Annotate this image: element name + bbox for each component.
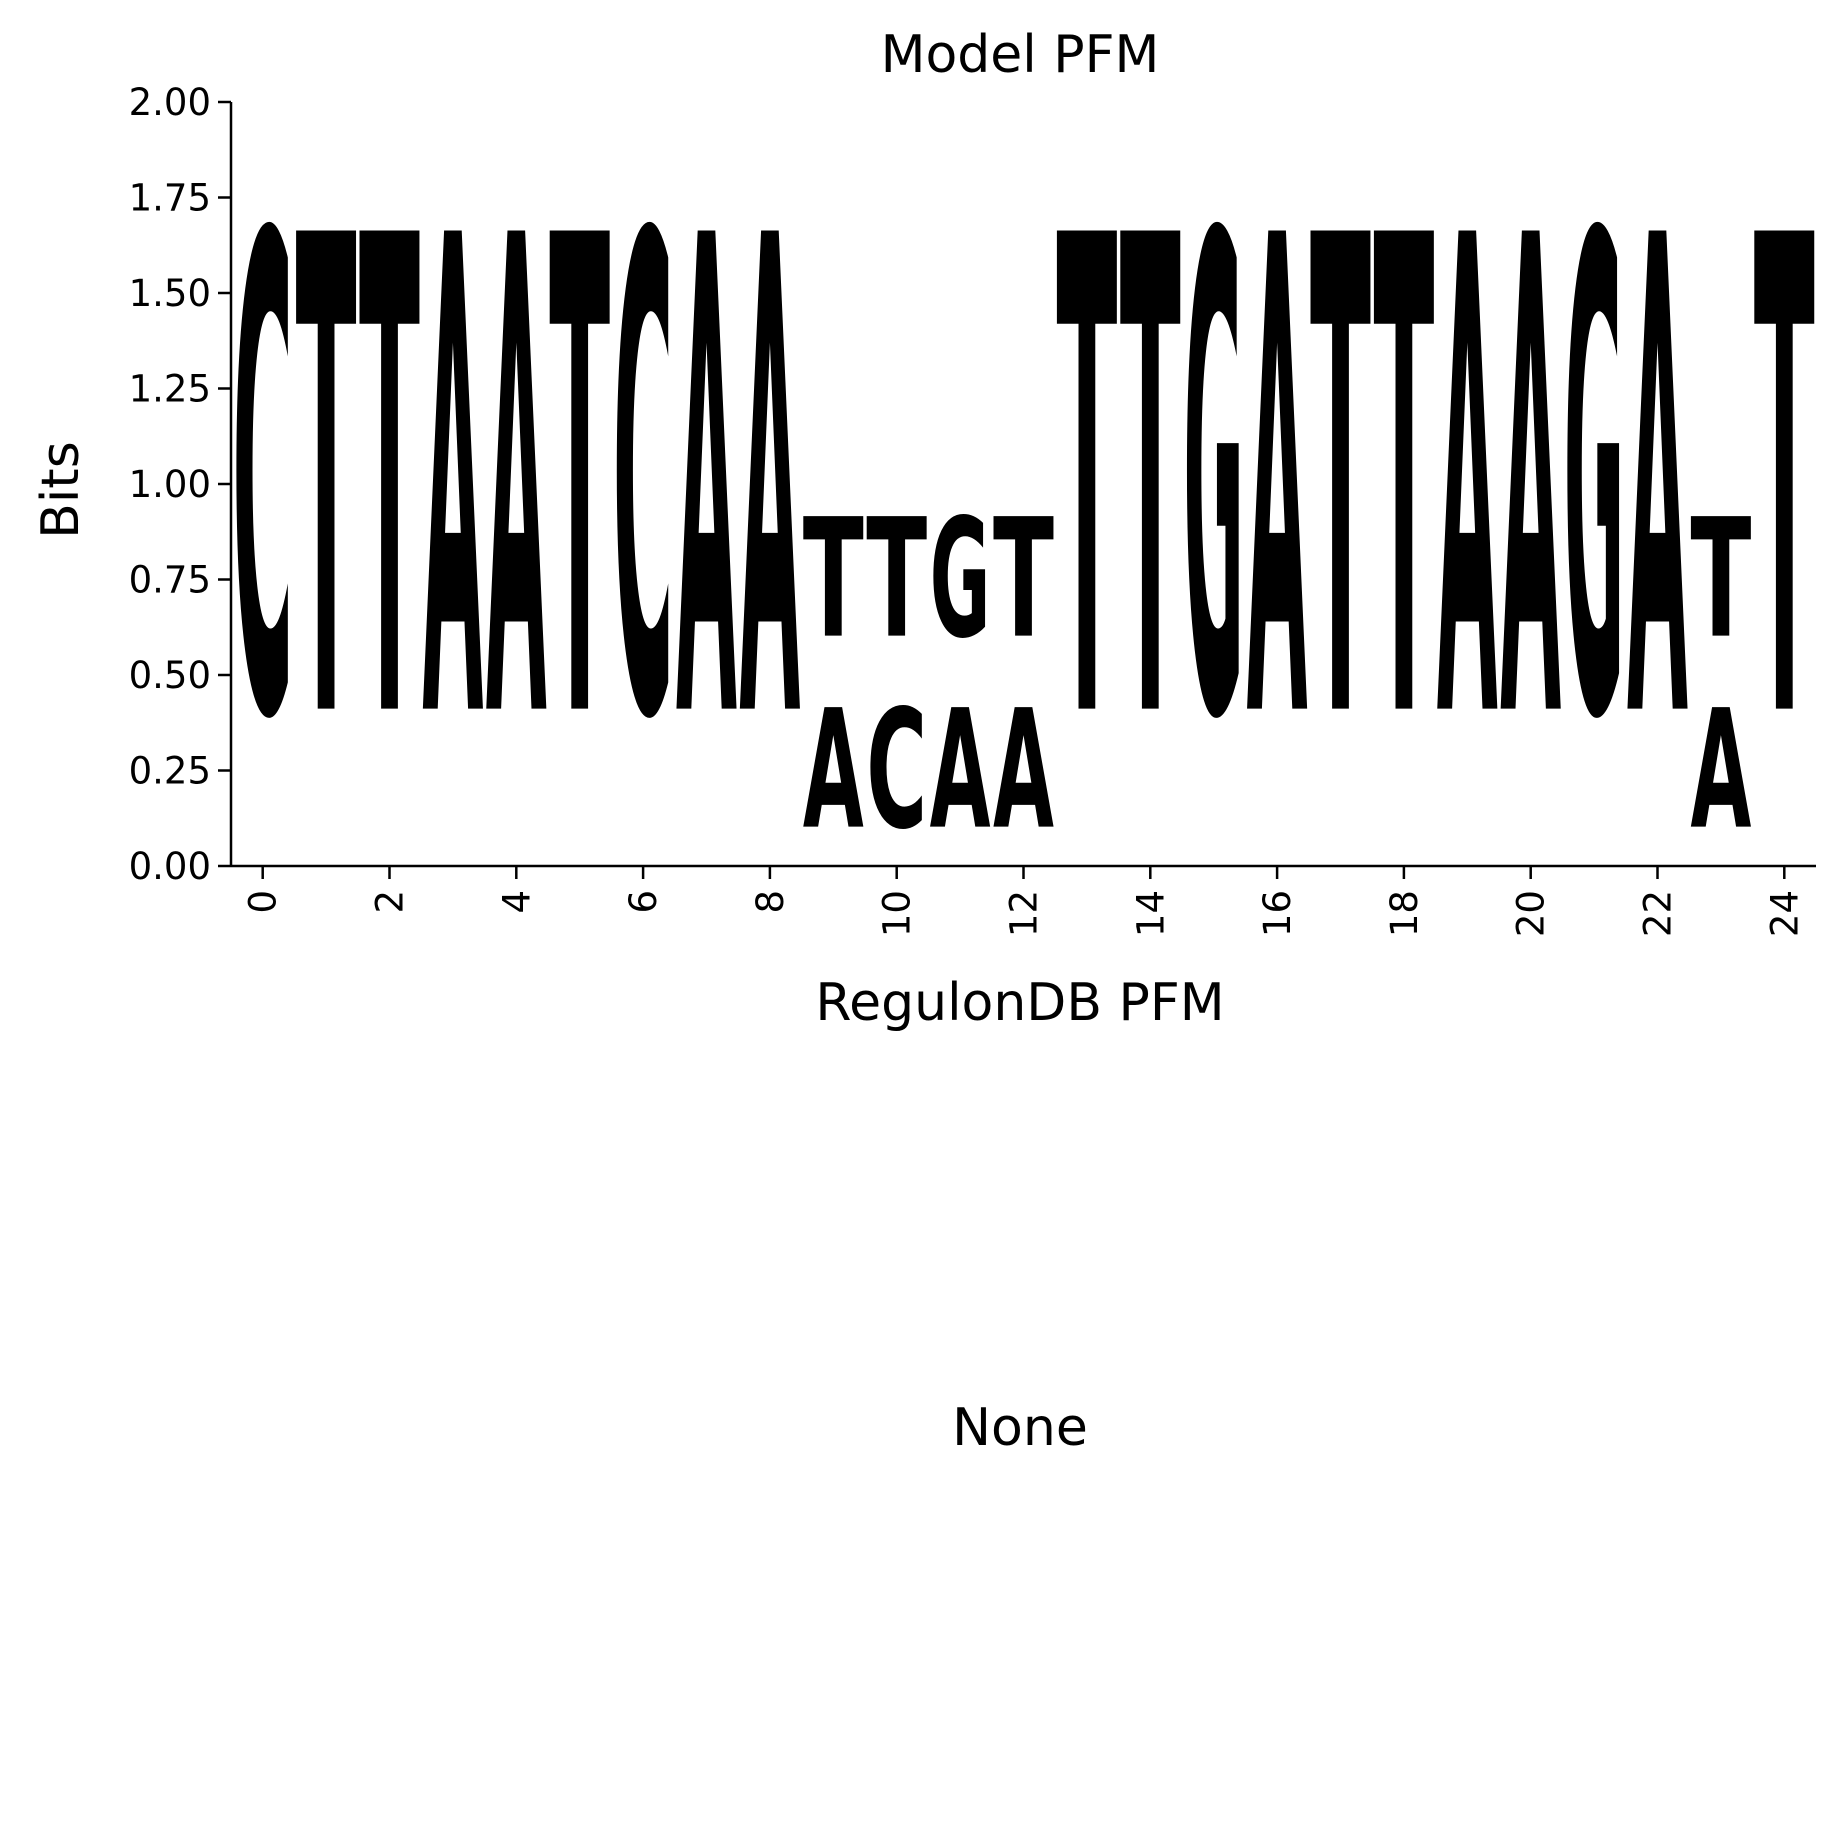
x-tick-label: 6 (622, 890, 665, 914)
glyph-A-pos-7: A (676, 101, 737, 865)
glyph-T-pos-1: T (296, 102, 357, 864)
glyph-letter: T (803, 484, 864, 675)
glyph-T-pos-2: T (359, 102, 420, 864)
glyph-letter: A (1627, 101, 1688, 865)
x-ticks: 0 2 4 6 8 10 12 14 16 18 20 22 24 (242, 866, 1806, 937)
x-tick-label: 4 (495, 890, 538, 914)
y-tick-label: 1.75 (129, 177, 211, 220)
glyph-A-pos-3: A (422, 101, 483, 865)
x-tick-label: 12 (1003, 890, 1046, 937)
x-tick-label: 8 (749, 890, 792, 914)
y-tick-label: 1.25 (129, 368, 211, 411)
glyph-letter: T (1120, 102, 1181, 864)
glyph-letter: A (993, 676, 1054, 866)
glyph-A-pos-4: A (486, 101, 547, 865)
glyph-letter: A (1247, 101, 1308, 865)
glyph-letter: A (739, 101, 800, 865)
glyph-A-pos-16: A (1247, 101, 1308, 865)
glyph-letter: C (613, 101, 674, 864)
glyph-T-pos-24: T (1754, 102, 1815, 864)
x-axis-label: RegulonDB PFM (815, 973, 1224, 1033)
y-tick-label: 0.25 (129, 750, 211, 793)
glyph-letter: A (803, 676, 864, 866)
glyph-letter: T (1754, 102, 1815, 864)
x-tick-label: 10 (876, 890, 919, 937)
glyph-letter: G (1183, 102, 1244, 865)
glyph-A-pos-23: A (1690, 676, 1751, 866)
y-tick-label: 0.00 (129, 845, 211, 888)
y-ticks: 0.00 0.25 0.50 0.75 1.00 1.25 1.50 1.75 2.00 (129, 81, 231, 888)
x-tick-label: 14 (1129, 890, 1172, 937)
glyph-letter: T (993, 484, 1054, 675)
y-axis-label: Bits (31, 441, 91, 539)
glyph-A-pos-19: A (1437, 101, 1498, 865)
glyph-T-pos-23: T (1690, 484, 1751, 675)
glyph-letter: T (866, 484, 927, 675)
glyph-G-pos-15: G (1183, 102, 1244, 865)
glyph-letter: A (1437, 101, 1498, 865)
y-tick-label: 0.50 (129, 654, 211, 697)
glyph-G-pos-11: G (930, 485, 991, 676)
chart-title: Model PFM (881, 25, 1160, 85)
glyph-C-pos-6: C (613, 101, 674, 864)
glyph-letter: C (866, 674, 927, 866)
glyph-letter: T (1690, 484, 1751, 675)
glyph-letter: C (232, 101, 293, 864)
glyph-letter: A (486, 101, 547, 865)
glyph-letter: T (296, 102, 357, 864)
glyph-A-pos-20: A (1500, 101, 1561, 865)
glyph-C-pos-10: C (866, 674, 927, 866)
x-tick-label: 22 (1637, 890, 1680, 937)
glyph-A-pos-12: A (993, 676, 1054, 866)
second-panel-title: None (952, 1398, 1088, 1458)
x-tick-label: 20 (1510, 890, 1553, 937)
x-tick-label: 2 (369, 890, 412, 914)
glyph-T-pos-5: T (549, 102, 610, 864)
glyph-A-pos-8: A (739, 101, 800, 865)
glyph-letter: T (359, 102, 420, 864)
glyph-A-pos-11: A (930, 676, 991, 866)
glyph-letter: A (1690, 676, 1751, 866)
x-tick-label: 16 (1256, 890, 1299, 937)
y-tick-label: 0.75 (129, 559, 211, 602)
y-tick-label: 2.00 (129, 81, 211, 124)
y-tick-label: 1.50 (129, 272, 211, 315)
glyph-letter: A (422, 101, 483, 865)
glyph-T-pos-13: T (1056, 102, 1117, 864)
glyph-T-pos-9: T (803, 484, 864, 675)
glyph-letter: T (549, 102, 610, 864)
x-tick-label: 18 (1383, 890, 1426, 937)
glyph-letter: G (930, 485, 991, 676)
x-tick-label: 0 (242, 890, 285, 914)
glyph-G-pos-21: G (1564, 102, 1625, 865)
glyph-letter: T (1056, 102, 1117, 864)
glyph-T-pos-12: T (993, 484, 1054, 675)
glyph-letter: A (676, 101, 737, 865)
glyph-T-pos-14: T (1120, 102, 1181, 864)
glyph-C-pos-0: C (232, 101, 293, 864)
glyph-A-pos-9: A (803, 676, 864, 866)
y-tick-label: 1.00 (129, 463, 211, 506)
glyph-T-pos-18: T (1373, 102, 1434, 864)
glyph-letter: T (1310, 102, 1371, 864)
glyph-letter: G (1564, 102, 1625, 865)
glyph-letter: T (1373, 102, 1434, 864)
x-tick-label: 24 (1763, 890, 1806, 937)
glyph-T-pos-10: T (866, 484, 927, 675)
glyph-A-pos-22: A (1627, 101, 1688, 865)
glyph-letter: A (930, 676, 991, 866)
glyph-letter: A (1500, 101, 1561, 865)
glyph-T-pos-17: T (1310, 102, 1371, 864)
